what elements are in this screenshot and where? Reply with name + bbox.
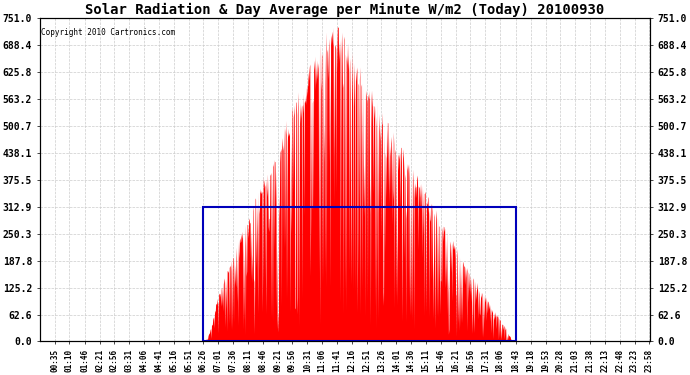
Text: Copyright 2010 Cartronics.com: Copyright 2010 Cartronics.com <box>41 28 175 37</box>
Title: Solar Radiation & Day Average per Minute W/m2 (Today) 20100930: Solar Radiation & Day Average per Minute… <box>86 3 604 17</box>
Bar <box>204 207 516 342</box>
